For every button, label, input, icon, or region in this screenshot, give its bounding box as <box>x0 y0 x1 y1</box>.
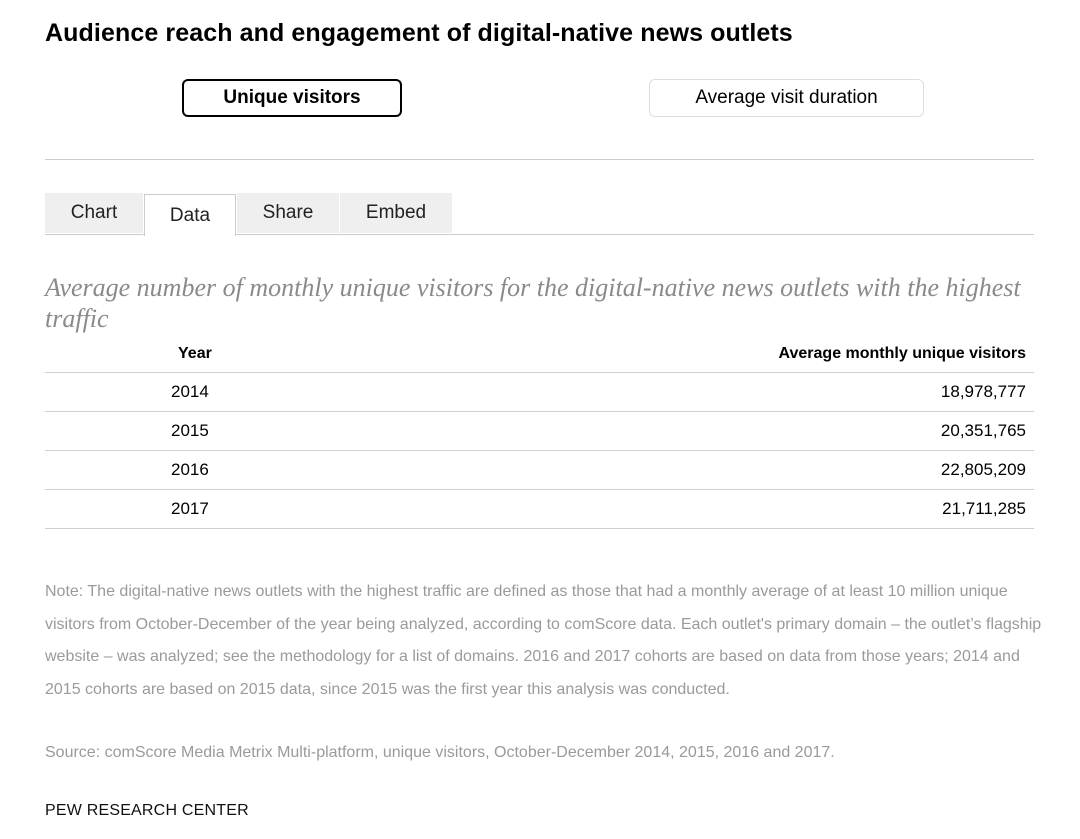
table-header: Year Average monthly unique visitors <box>45 337 1034 373</box>
average-visit-duration-toggle[interactable]: Average visit duration <box>649 79 924 117</box>
cell-visitors: 22,805,209 <box>940 460 1026 479</box>
tab-data[interactable]: Data <box>144 194 236 236</box>
divider <box>45 159 1034 160</box>
table-row: 2016 22,805,209 <box>45 451 1034 490</box>
table-row: 2017 21,711,285 <box>45 490 1034 529</box>
cell-year: 2015 <box>171 421 209 440</box>
cell-visitors: 18,978,777 <box>940 382 1026 401</box>
table-row: 2014 18,978,777 <box>45 373 1034 412</box>
footer-brand: PEW RESEARCH CENTER <box>45 802 249 819</box>
note-text: Note: The digital-native news outlets wi… <box>45 583 1042 698</box>
cell-year: 2016 <box>171 460 209 479</box>
cell-year: 2014 <box>171 382 209 401</box>
page-title: Audience reach and engagement of digital… <box>45 19 793 47</box>
cell-year: 2017 <box>171 499 209 518</box>
cell-visitors: 21,711,285 <box>942 499 1026 518</box>
column-header-visitors: Average monthly unique visitors <box>778 345 1026 362</box>
tab-share[interactable]: Share <box>237 193 339 233</box>
source-text: Source: comScore Media Metrix Multi-plat… <box>45 744 835 761</box>
table-title: Average number of monthly unique visitor… <box>45 273 1021 333</box>
unique-visitors-toggle[interactable]: Unique visitors <box>182 79 402 117</box>
cell-visitors: 20,351,765 <box>940 421 1026 440</box>
tab-chart[interactable]: Chart <box>45 193 143 233</box>
table-row: 2015 20,351,765 <box>45 412 1034 451</box>
column-header-year: Year <box>178 345 212 362</box>
data-table: Year Average monthly unique visitors 201… <box>45 337 1034 529</box>
tab-bar: Chart Data Share Embed <box>45 193 1034 236</box>
tab-embed[interactable]: Embed <box>340 193 452 233</box>
